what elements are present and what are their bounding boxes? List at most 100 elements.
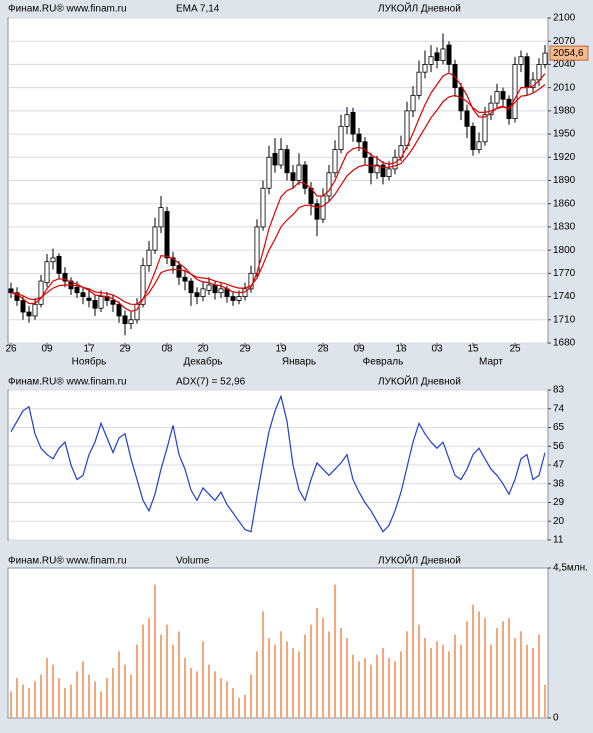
volume-bar xyxy=(244,694,246,718)
y-tick-label: 2040 xyxy=(553,59,576,70)
candle-body xyxy=(440,48,446,61)
y-tick-label: 0 xyxy=(553,713,559,724)
volume-bar xyxy=(202,641,204,718)
volume-bar xyxy=(394,661,396,718)
volume-bar xyxy=(214,671,216,718)
candle-body xyxy=(230,296,236,301)
candle-body xyxy=(200,288,206,297)
candle-body xyxy=(326,172,332,197)
volume-bar xyxy=(190,668,192,718)
y-tick-label: 1920 xyxy=(553,152,576,163)
x-tick-label: 08 xyxy=(161,344,173,355)
candle-body xyxy=(422,64,428,73)
volume-bar xyxy=(460,644,462,718)
source-label: Финам.RU® www.finam.ru xyxy=(8,377,127,388)
candle-body xyxy=(476,141,482,150)
volume-bar xyxy=(346,638,348,718)
volume-bar xyxy=(334,584,336,718)
y-tick-label: 20 xyxy=(553,516,565,527)
y-tick-label: 2100 xyxy=(553,13,576,24)
candle-body xyxy=(482,114,488,143)
volume-bar xyxy=(472,604,474,718)
candle-body xyxy=(350,112,356,135)
candle-body xyxy=(110,300,116,305)
volume-bar xyxy=(358,661,360,718)
candle-body xyxy=(152,226,158,251)
y-tick-label: 38 xyxy=(553,478,565,489)
volume-bar xyxy=(46,658,48,718)
last-price-label: 2054,6 xyxy=(553,48,584,59)
volume-bar xyxy=(274,644,276,718)
candle-body xyxy=(266,156,272,189)
volume-bar xyxy=(256,651,258,718)
volume-bar xyxy=(28,688,30,718)
month-label: Декабрь xyxy=(184,356,223,368)
volume-bar xyxy=(382,648,384,718)
candle-body xyxy=(512,64,518,119)
candle-body xyxy=(542,52,548,65)
volume-bar xyxy=(232,688,234,718)
volume-bar xyxy=(442,644,444,718)
candle-body xyxy=(404,110,410,147)
candle-body xyxy=(518,56,524,65)
candle-body xyxy=(44,261,50,284)
volume-bar xyxy=(298,651,300,718)
y-tick-label: 1770 xyxy=(553,268,576,279)
candle-body xyxy=(92,300,98,309)
volume-bar xyxy=(160,634,162,718)
candle-body xyxy=(500,91,506,100)
volume-bar xyxy=(22,684,24,718)
x-tick-label: 17 xyxy=(83,344,95,355)
candle-body xyxy=(26,311,32,317)
candle-body xyxy=(488,102,494,116)
y-tick-label: 1680 xyxy=(553,338,576,349)
volume-bar xyxy=(178,631,180,718)
y-tick-label: 1710 xyxy=(553,314,576,325)
volume-bar xyxy=(328,631,330,718)
candle-body xyxy=(284,149,290,174)
volume-bar xyxy=(64,688,66,718)
volume-bar xyxy=(352,654,354,718)
candle-body xyxy=(80,292,86,297)
volume-bar xyxy=(424,638,426,718)
volume-bar xyxy=(406,631,408,718)
month-label: Февраль xyxy=(363,357,404,368)
candle-body xyxy=(332,149,338,174)
y-tick-label: 65 xyxy=(553,422,565,433)
plot-area xyxy=(7,567,549,719)
candle-body xyxy=(272,153,278,166)
month-label: Ноябрь xyxy=(72,356,107,368)
volume-bar xyxy=(544,684,546,718)
volume-bar xyxy=(280,631,282,718)
y-tick-label: 1980 xyxy=(553,105,576,116)
x-tick-label: 26 xyxy=(5,344,17,355)
volume-bar xyxy=(154,584,156,718)
candle-body xyxy=(206,284,212,291)
volume-bar xyxy=(364,658,366,718)
volume-bar xyxy=(262,611,264,718)
y-tick-label: 1890 xyxy=(553,175,576,186)
volume-bar xyxy=(70,684,72,718)
volume-bar xyxy=(478,611,480,718)
last-price-box xyxy=(549,45,589,61)
volume-bar xyxy=(490,644,492,718)
source-label: Финам.RU® www.finam.ru xyxy=(8,4,127,15)
candle-body xyxy=(38,280,44,305)
y-tick-label: 2010 xyxy=(553,82,576,93)
indicator-label: Volume xyxy=(176,556,210,567)
candle-body xyxy=(50,257,56,263)
volume-bar xyxy=(52,664,54,718)
volume-bar xyxy=(268,638,270,718)
volume-bar xyxy=(514,638,516,718)
indicator-label: ADX(7) = 52,96 xyxy=(176,377,246,388)
candle-body xyxy=(74,286,80,294)
volume-bar xyxy=(94,681,96,718)
volume-bar xyxy=(292,648,294,718)
candle-body xyxy=(98,296,104,309)
volume-bar xyxy=(508,618,510,718)
candle-body xyxy=(218,288,224,294)
panel-title: ЛУКОЙЛ Дневной xyxy=(378,2,461,15)
volume-bar xyxy=(208,664,210,718)
volume-bar xyxy=(322,618,324,718)
